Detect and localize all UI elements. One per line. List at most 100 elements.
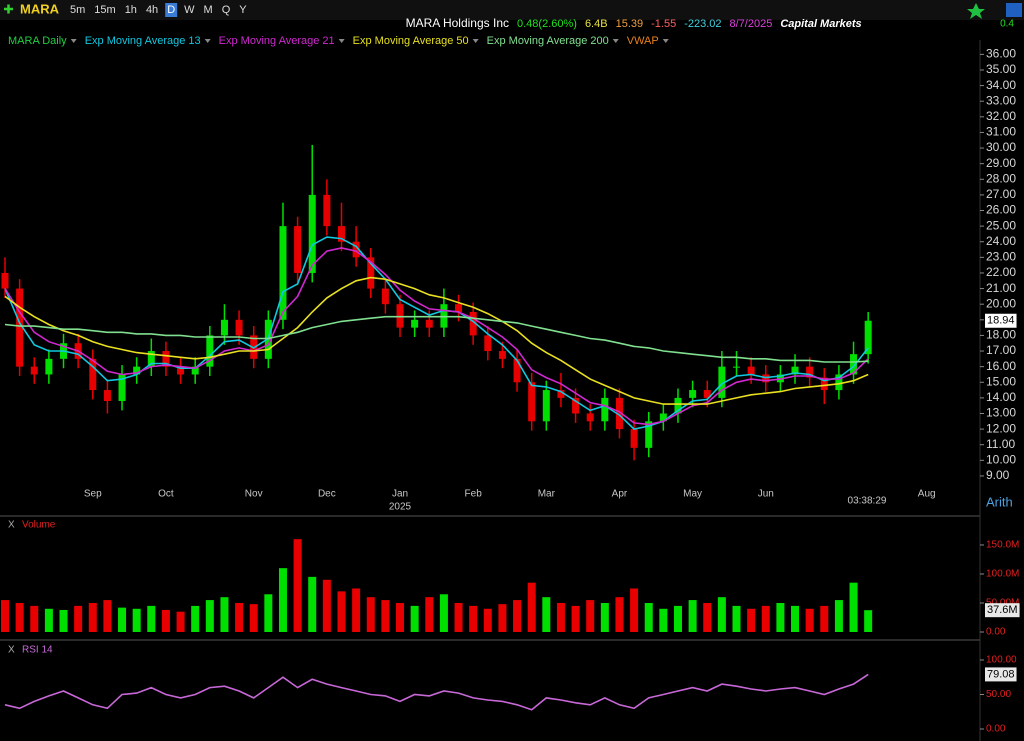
volume-bar — [205, 600, 214, 632]
corner-value: 0.4 — [1000, 19, 1014, 30]
moving-average-line — [4, 315, 869, 363]
value-label: 37.6M — [987, 604, 1018, 616]
legend-menu[interactable] — [204, 39, 211, 43]
volume-bar — [176, 611, 185, 632]
account-icon[interactable] — [1006, 3, 1022, 17]
volume-bar — [747, 608, 756, 632]
y-tick-label: 33.00 — [986, 93, 1016, 107]
y-tick-label: 24.00 — [986, 234, 1016, 248]
timeframe[interactable]: M — [204, 4, 213, 16]
volume-bar — [776, 602, 785, 632]
volume-bar — [513, 600, 522, 632]
volume-bar — [761, 605, 770, 632]
timestamp: 03:38:29 — [848, 496, 887, 507]
volume-bar — [118, 607, 127, 632]
moving-average-line — [4, 236, 869, 430]
volume-bar — [703, 602, 712, 632]
y-tick-label: 23.00 — [986, 250, 1016, 264]
timeframe[interactable]: 15m — [94, 4, 115, 16]
volume-bar — [74, 605, 83, 632]
x-tick-label: Oct — [158, 489, 174, 500]
timeframe[interactable]: 1h — [125, 4, 137, 16]
candle-body — [630, 429, 638, 448]
moving-average-line — [4, 247, 869, 426]
legend-entry[interactable]: Exp Moving Average 200 — [487, 35, 609, 47]
candle-body — [659, 413, 667, 422]
legend-entry[interactable]: MARA Daily — [8, 35, 67, 47]
y-tick-label: 21.00 — [986, 281, 1016, 295]
legend-menu[interactable] — [662, 39, 669, 43]
volume-bar — [410, 605, 419, 632]
panel-title[interactable]: RSI 14 — [22, 645, 53, 656]
panel-close[interactable]: X — [8, 520, 15, 531]
volume-bar — [264, 594, 273, 632]
timeframe[interactable]: D — [167, 4, 175, 16]
legend-entry[interactable]: Exp Moving Average 13 — [85, 35, 201, 47]
legend-menu[interactable] — [472, 39, 479, 43]
candle-body — [177, 366, 185, 375]
candle-body — [235, 319, 243, 336]
volume-bar — [454, 602, 463, 632]
y-tick-label: 0.00 — [986, 724, 1006, 735]
legend-menu[interactable] — [70, 39, 77, 43]
candle-body — [645, 421, 653, 448]
volume-bar — [322, 579, 331, 632]
panel-title[interactable]: Volume — [22, 520, 56, 531]
candle-body — [806, 366, 814, 378]
y-tick-label: 32.00 — [986, 109, 1016, 123]
timeframe[interactable]: Q — [222, 4, 231, 16]
candle-body — [557, 390, 565, 398]
y-tick-label: 20.00 — [986, 296, 1016, 310]
timeframe[interactable]: W — [184, 4, 195, 16]
volume-bar — [278, 568, 287, 632]
quote-field: 15.39 — [616, 18, 644, 30]
x-tick-label: Jun — [758, 489, 774, 500]
y-tick-label: 0.00 — [986, 627, 1006, 638]
volume-bar — [600, 602, 609, 632]
volume-bar — [381, 600, 390, 632]
y-tick-label: 50.00M — [986, 598, 1019, 609]
candle-body — [542, 390, 550, 422]
symbol[interactable]: MARA — [20, 1, 60, 16]
candle-body — [206, 335, 214, 367]
add-icon[interactable] — [4, 4, 13, 14]
volume-bar — [439, 594, 448, 632]
y-tick-label: 50.00 — [986, 689, 1011, 700]
timeframe[interactable]: 5m — [70, 4, 85, 16]
volume-bar — [161, 609, 170, 632]
volume-bar — [630, 588, 639, 632]
y-tick-label: 100.0M — [986, 569, 1019, 580]
y-tick-label: 27.00 — [986, 187, 1016, 201]
candle-body — [133, 366, 141, 375]
timeframe[interactable]: Y — [239, 4, 247, 16]
volume-bar — [191, 605, 200, 632]
y-tick-label: 10.00 — [986, 453, 1016, 467]
year-label: 2025 — [389, 502, 412, 513]
legend-entry[interactable]: Exp Moving Average 50 — [353, 35, 469, 47]
legend-entry[interactable]: VWAP — [627, 35, 659, 47]
y-tick-label: 15.00 — [986, 374, 1016, 388]
timeframe[interactable]: 4h — [146, 4, 158, 16]
scale-label[interactable]: Arith — [986, 494, 1013, 509]
y-tick-label: 34.00 — [986, 78, 1016, 92]
volume-bar — [103, 600, 112, 632]
star-icon[interactable] — [967, 3, 985, 19]
y-tick-label: 17.00 — [986, 343, 1016, 357]
value-label-box — [985, 603, 1020, 618]
quote-field: 6.4B — [585, 18, 608, 30]
timeframe-active[interactable] — [165, 3, 178, 17]
legend-entry[interactable]: Exp Moving Average 21 — [219, 35, 335, 47]
volume-bar — [1, 600, 9, 632]
candle-body — [308, 194, 316, 273]
panel-close[interactable]: X — [8, 645, 15, 656]
candle-body — [323, 194, 331, 227]
legend-menu[interactable] — [338, 39, 345, 43]
candle-body — [498, 351, 506, 359]
candle-body — [615, 397, 623, 430]
quote-field: -223.02 — [684, 18, 721, 30]
legend-menu[interactable] — [612, 39, 619, 43]
candle-body — [528, 382, 536, 422]
candle-body — [572, 397, 580, 414]
volume-bar — [483, 608, 492, 632]
